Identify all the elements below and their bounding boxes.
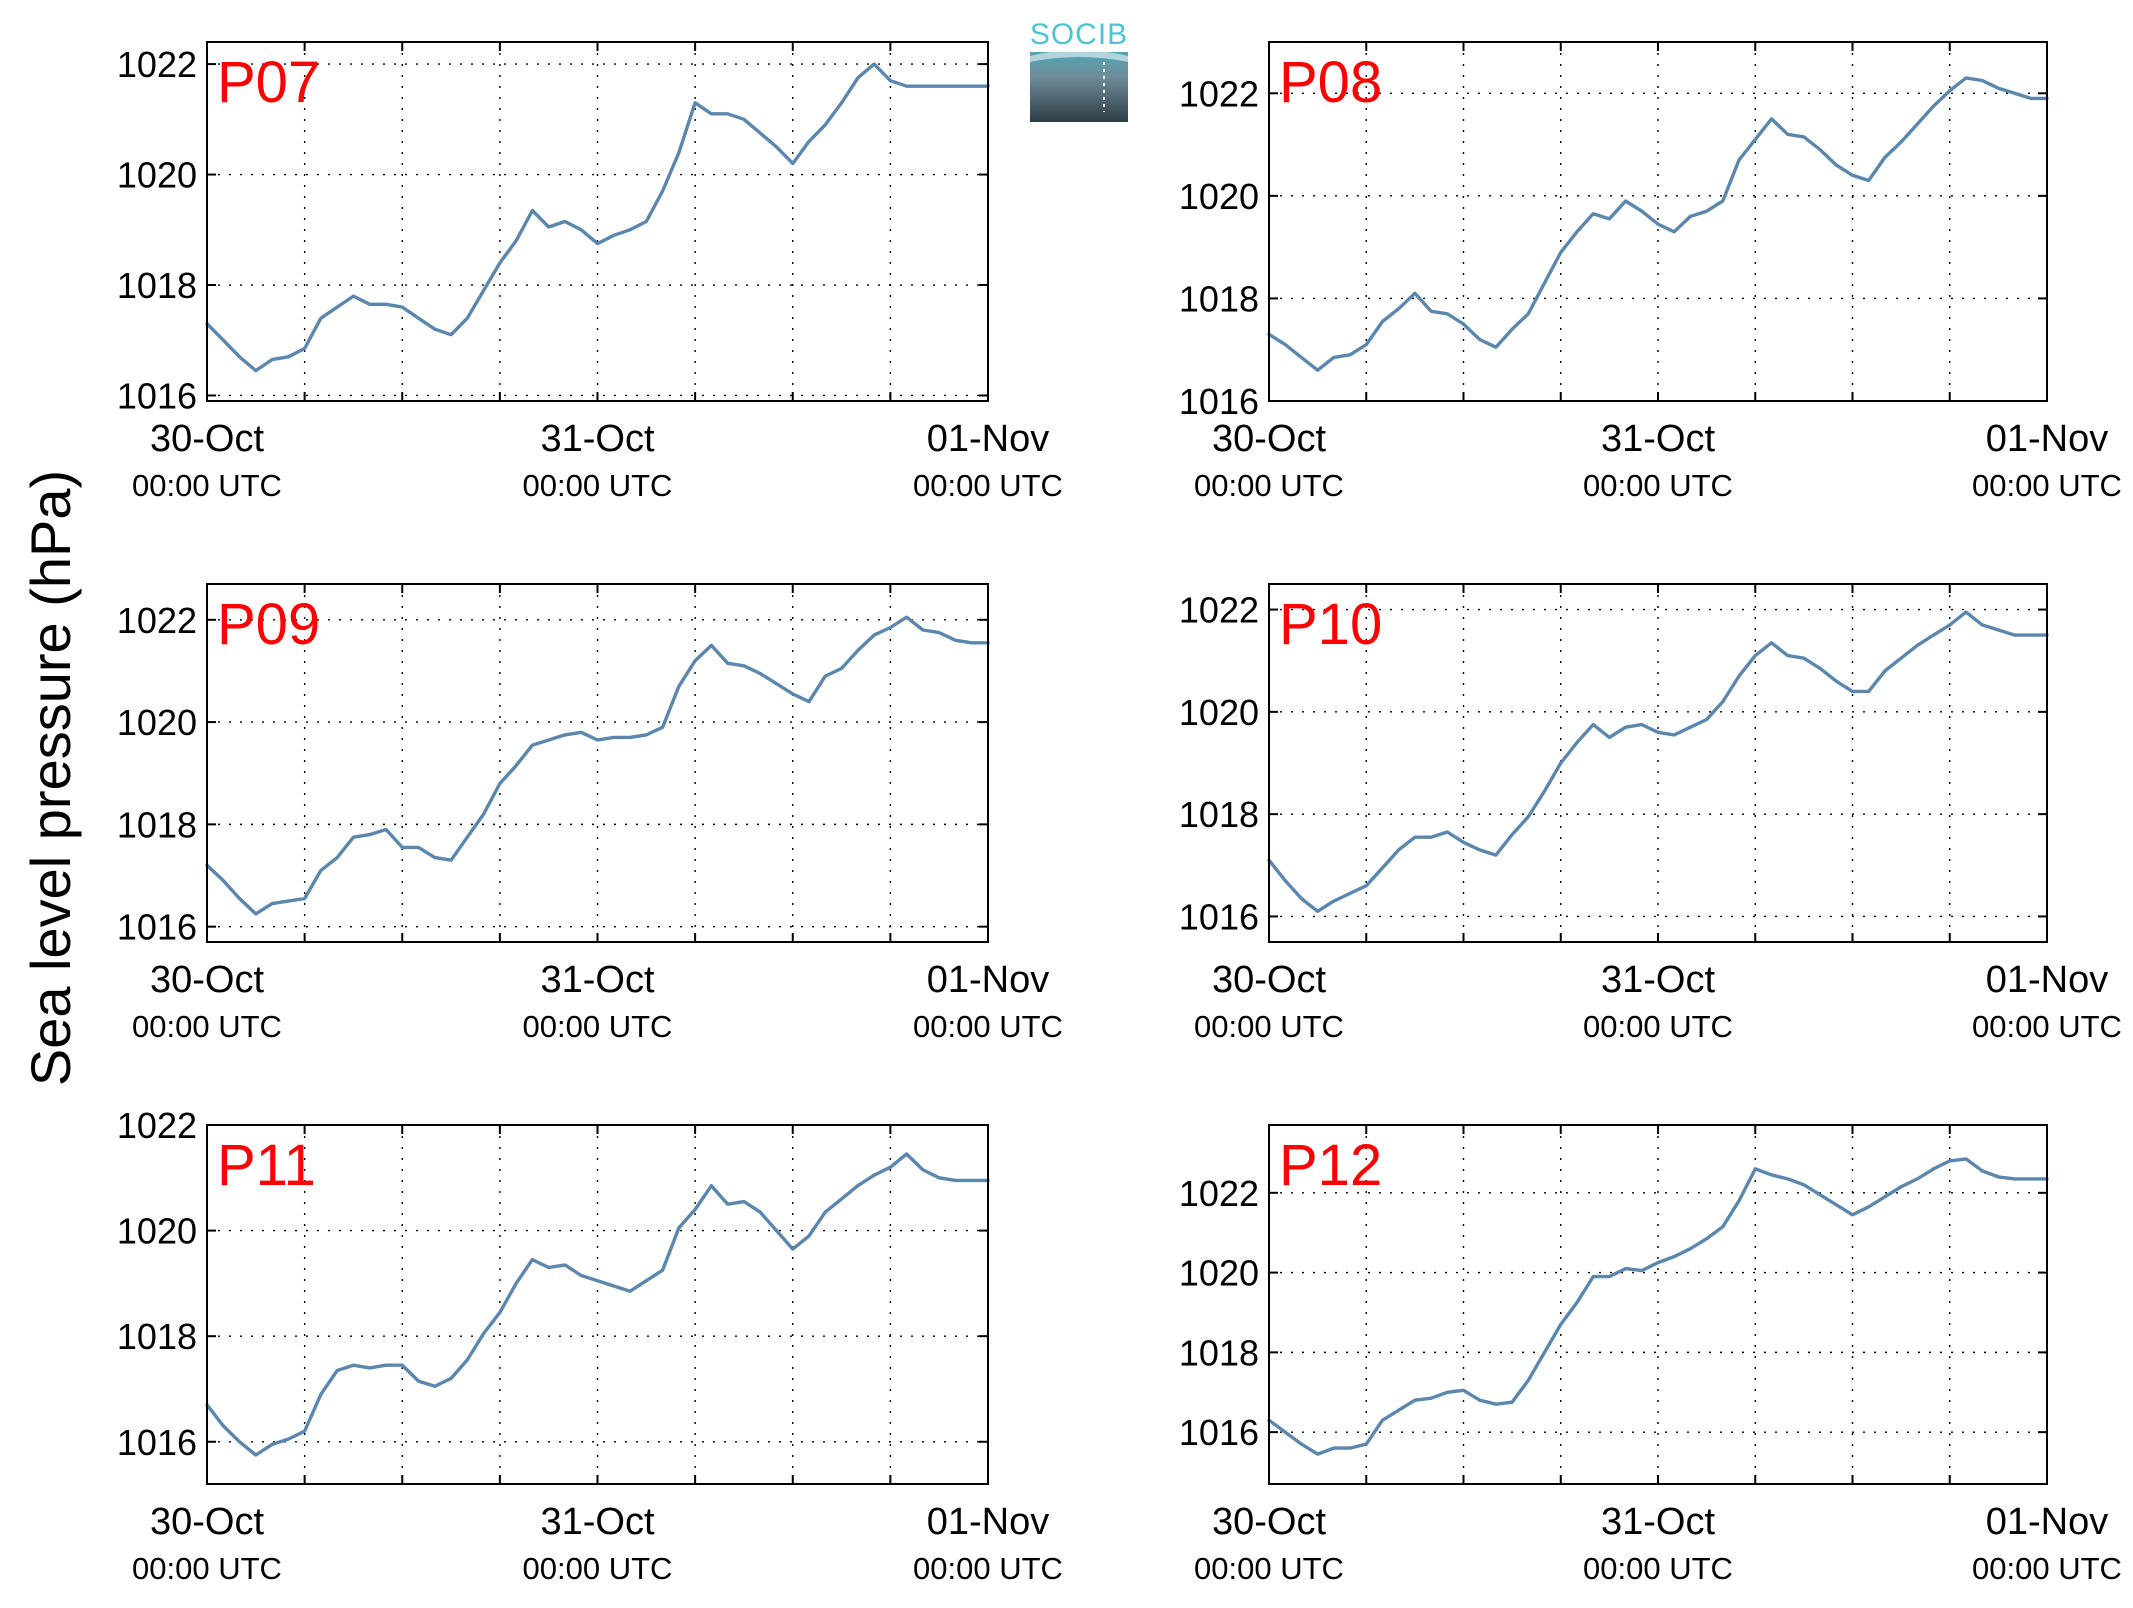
y-tick-label: 1020 — [1179, 692, 1259, 733]
pressure-line-p08 — [1267, 76, 2049, 372]
y-tick-label: 1020 — [1179, 1253, 1259, 1294]
y-axis-label: Sea level pressure (hPa) — [19, 470, 82, 1086]
axes-frame — [206, 583, 989, 943]
x-tick-sublabel: 00:00 UTC — [1194, 1551, 1344, 1586]
x-tick-label: 01-Nov — [927, 418, 1050, 460]
pressure-line-p12 — [1267, 1157, 2049, 1456]
x-tick-sublabel: 00:00 UTC — [1194, 468, 1344, 503]
axes-frame — [1268, 41, 2048, 402]
y-tick-label: 1018 — [117, 265, 197, 306]
pressure-line-p09 — [205, 615, 990, 916]
panel-label: P08 — [1279, 50, 1382, 115]
panel-p09: 1016 1018 1020 1022 30-Oct 00:00 UTC 31-Oct 00:… — [117, 583, 1063, 1044]
x-tick-sublabel: 00:00 UTC — [913, 1009, 1063, 1044]
axes-frame — [1268, 583, 2048, 943]
x-tick-sublabel: 00:00 UTC — [1583, 468, 1733, 503]
x-tick-label: 30-Oct — [150, 1501, 264, 1543]
x-tick-label: 31-Oct — [540, 959, 654, 1001]
x-tick-sublabel: 00:00 UTC — [913, 1551, 1063, 1586]
logo-wave — [1030, 50, 1128, 62]
x-tick-label: 01-Nov — [1986, 418, 2109, 460]
y-tick-label: 1016 — [1179, 896, 1259, 937]
y-tick-label: 1020 — [117, 155, 197, 196]
panel-label: P09 — [217, 592, 320, 657]
x-tick-sublabel: 00:00 UTC — [913, 468, 1063, 503]
y-tick-label: 1016 — [117, 1422, 197, 1463]
pressure-line-p07 — [205, 62, 990, 373]
x-tick-sublabel: 00:00 UTC — [523, 468, 673, 503]
x-tick-label: 30-Oct — [1212, 418, 1326, 460]
x-tick-sublabel: 00:00 UTC — [523, 1009, 673, 1044]
panel-p08: 1016 1018 1020 1022 30-Oct 00:00 UTC 31-Oct 00:… — [1179, 41, 2122, 503]
y-tick-label: 1016 — [1179, 381, 1259, 422]
socib-logo: SOCIB — [1030, 18, 1128, 122]
y-tick-label: 1016 — [117, 907, 197, 948]
logo-text: SOCIB — [1030, 18, 1128, 51]
x-tick-sublabel: 00:00 UTC — [132, 468, 282, 503]
y-tick-label: 1022 — [1179, 1173, 1259, 1214]
y-tick-label: 1022 — [117, 1105, 197, 1146]
x-tick-sublabel: 00:00 UTC — [1972, 1551, 2122, 1586]
x-tick-label: 30-Oct — [1212, 959, 1326, 1001]
x-tick-label: 01-Nov — [927, 959, 1050, 1001]
x-tick-label: 01-Nov — [1986, 1501, 2109, 1543]
logo-wave-block — [1030, 52, 1128, 122]
x-tick-label: 31-Oct — [1601, 418, 1715, 460]
pressure-line-p10 — [1267, 610, 2049, 913]
y-tick-label: 1020 — [117, 1211, 197, 1252]
axes-frame — [1268, 1124, 2048, 1485]
x-tick-label: 30-Oct — [1212, 1501, 1326, 1543]
x-tick-sublabel: 00:00 UTC — [523, 1551, 673, 1586]
panel-label: P12 — [1279, 1133, 1382, 1198]
axes-frame — [206, 1124, 989, 1485]
y-tick-label: 1022 — [1179, 73, 1259, 114]
y-tick-label: 1018 — [117, 804, 197, 845]
panel-label: P10 — [1279, 592, 1382, 657]
panel-p10: 1016 1018 1020 1022 30-Oct 00:00 UTC 31-Oct 00:… — [1179, 583, 2122, 1044]
x-tick-sublabel: 00:00 UTC — [132, 1551, 282, 1586]
x-tick-label: 30-Oct — [150, 418, 264, 460]
panel-p12: 1016 1018 1020 1022 30-Oct 00:00 UTC 31-Oct 00:… — [1179, 1124, 2122, 1586]
y-tick-label: 1022 — [1179, 590, 1259, 631]
panel-p07: 1016 1018 1020 1022 30-Oct 00:00 UTC 31-Oct 00:… — [117, 41, 1063, 503]
x-tick-label: 01-Nov — [927, 1501, 1050, 1543]
x-tick-label: 01-Nov — [1986, 959, 2109, 1001]
y-tick-label: 1022 — [117, 44, 197, 85]
y-tick-label: 1018 — [1179, 1332, 1259, 1373]
y-tick-label: 1020 — [117, 702, 197, 743]
panel-label: P11 — [217, 1133, 316, 1198]
x-tick-sublabel: 00:00 UTC — [1972, 1009, 2122, 1044]
x-tick-sublabel: 00:00 UTC — [1583, 1551, 1733, 1586]
x-tick-sublabel: 00:00 UTC — [1583, 1009, 1733, 1044]
x-tick-label: 31-Oct — [1601, 1501, 1715, 1543]
y-tick-label: 1016 — [1179, 1412, 1259, 1453]
x-tick-label: 31-Oct — [540, 418, 654, 460]
y-tick-label: 1018 — [1179, 794, 1259, 835]
x-tick-sublabel: 00:00 UTC — [1194, 1009, 1344, 1044]
x-tick-label: 31-Oct — [540, 1501, 654, 1543]
y-tick-label: 1016 — [117, 375, 197, 416]
x-tick-label: 31-Oct — [1601, 959, 1715, 1001]
y-tick-label: 1018 — [117, 1316, 197, 1357]
axes-frame — [206, 41, 989, 402]
x-tick-sublabel: 00:00 UTC — [132, 1009, 282, 1044]
panel-label: P07 — [217, 50, 320, 115]
y-tick-label: 1022 — [117, 600, 197, 641]
x-tick-label: 30-Oct — [150, 959, 264, 1001]
y-tick-label: 1020 — [1179, 176, 1259, 217]
y-tick-label: 1018 — [1179, 278, 1259, 319]
x-tick-sublabel: 00:00 UTC — [1972, 468, 2122, 503]
panel-p11: 1016 1018 1020 1022 30-Oct 00:00 UTC 31-Oct 00:… — [117, 1105, 1063, 1586]
pressure-line-p11 — [205, 1152, 990, 1457]
